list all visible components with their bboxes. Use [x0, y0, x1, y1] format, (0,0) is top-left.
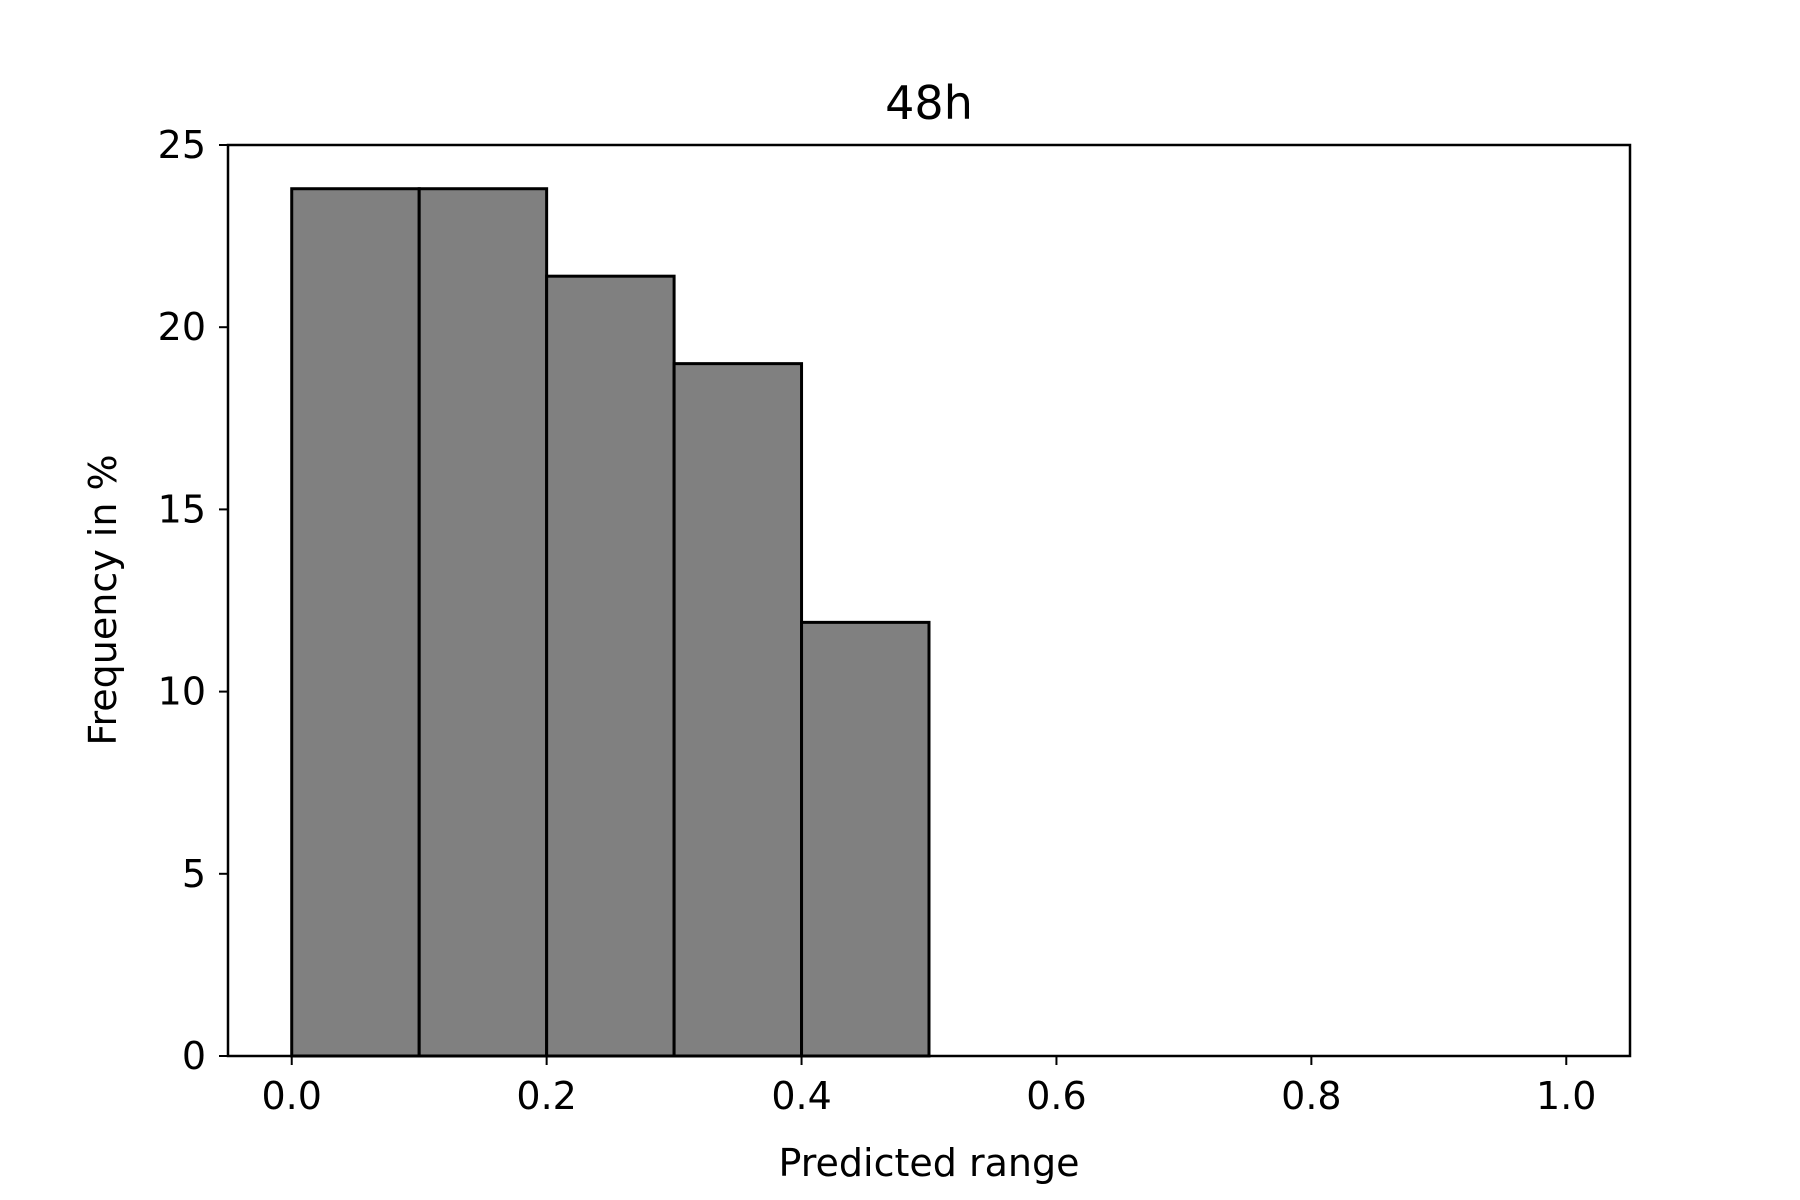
y-tick-label: 15	[158, 487, 206, 531]
x-tick-label: 0.2	[516, 1074, 576, 1118]
x-tick-label: 1.0	[1536, 1074, 1596, 1118]
bars-group	[290, 187, 931, 1058]
y-axis-title: Frequency in %	[81, 454, 125, 745]
histogram-bar-3	[672, 362, 804, 1058]
histogram-bar-2	[545, 274, 676, 1058]
y-tick-label: 5	[182, 852, 206, 896]
y-tick-label: 25	[158, 123, 206, 167]
x-axis-ticks: 0.0 0.2 0.4 0.6 0.8 1.0	[262, 1056, 1596, 1118]
y-tick-label: 0	[182, 1034, 206, 1078]
y-tick-label: 10	[158, 670, 206, 714]
x-tick-label: 0.8	[1281, 1074, 1341, 1118]
plot-frame	[226, 143, 1632, 1058]
y-tick-label: 20	[158, 305, 206, 349]
x-tick-label: 0.4	[771, 1074, 831, 1118]
y-axis-ticks: 0 5 10 15 20 25	[158, 123, 228, 1078]
histogram-bar-0	[290, 187, 421, 1058]
chart-title: 48h	[885, 76, 973, 130]
histogram-bar-1	[417, 187, 549, 1058]
x-tick-label: 0.0	[262, 1074, 322, 1118]
histogram-bar-4	[800, 620, 931, 1058]
x-axis-title: Predicted range	[779, 1141, 1080, 1185]
x-tick-label: 0.6	[1026, 1074, 1086, 1118]
